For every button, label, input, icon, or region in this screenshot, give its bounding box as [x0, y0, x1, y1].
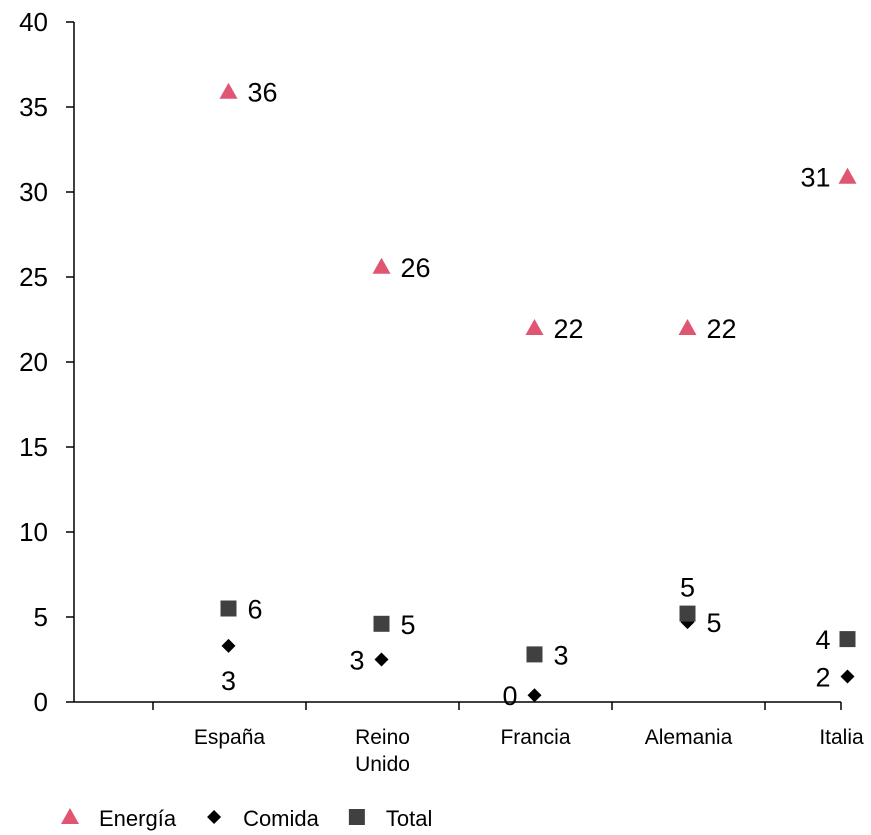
- energia-data-label: 26: [401, 253, 431, 283]
- total-data-label: 4: [815, 625, 830, 655]
- legend: Energía Comida Total: [61, 806, 432, 831]
- x-tick-label: Alemania: [645, 726, 733, 749]
- total-data-label: 6: [248, 595, 263, 625]
- energia-data-label: 22: [707, 314, 737, 344]
- y-tick-label: 40: [19, 7, 48, 37]
- legend-total-label: Total: [386, 806, 432, 831]
- total-point: [839, 631, 856, 648]
- energia-data-label: 31: [800, 163, 830, 193]
- y-tick-label: 10: [19, 517, 48, 547]
- comida-data-label: 3: [221, 666, 236, 696]
- comida-point: [374, 652, 389, 667]
- y-tick-label: 5: [34, 602, 48, 632]
- y-tick-label: 30: [19, 177, 48, 207]
- y-tick-label: 0: [34, 687, 48, 717]
- total-data-label: 5: [401, 610, 416, 640]
- comida-point: [840, 669, 855, 684]
- legend-energia-label: Energía: [99, 806, 177, 831]
- comida-data-label: 0: [502, 681, 517, 711]
- x-tick-label: Francia: [500, 726, 570, 749]
- total-point: [373, 615, 390, 632]
- energia-point: [678, 319, 697, 335]
- energia-point: [838, 167, 857, 184]
- y-tick-label: 20: [19, 347, 48, 377]
- total-point: [526, 646, 543, 663]
- total-point: [220, 600, 237, 617]
- x-tick-labels: España Reino Unido Francia Alemania Italia: [194, 726, 864, 776]
- y-tick-label: 15: [19, 432, 48, 462]
- total-data-label: 3: [554, 640, 569, 670]
- energia-point: [372, 257, 391, 274]
- data-marks: [219, 82, 857, 703]
- energia-point: [219, 82, 238, 99]
- comida-data-label: 5: [707, 608, 722, 638]
- legend-comida-marker: [207, 810, 222, 824]
- y-tick-label: 35: [19, 92, 48, 122]
- total-point: [679, 605, 696, 622]
- comida-point: [527, 688, 542, 703]
- y-tick-labels: 0 5 10 15 20 25 30 35 40: [19, 7, 48, 717]
- x-tick-label: España: [194, 726, 266, 749]
- comida-point: [221, 638, 236, 653]
- legend-total-marker: [348, 809, 365, 825]
- energia-data-label: 22: [554, 314, 584, 344]
- energia-point: [525, 319, 544, 335]
- legend-energia-marker: [61, 808, 79, 824]
- x-tick-label: Unido: [355, 753, 410, 776]
- y-tick-label: 25: [19, 262, 48, 292]
- axes: [66, 21, 842, 710]
- comida-data-label: 3: [349, 646, 364, 676]
- x-tick-label: Italia: [819, 726, 864, 749]
- legend-comida-label: Comida: [243, 806, 320, 831]
- x-tick-label: Reino: [355, 726, 410, 749]
- energia-data-label: 36: [248, 78, 278, 108]
- total-data-label: 5: [680, 573, 695, 603]
- comida-data-label: 2: [815, 663, 830, 693]
